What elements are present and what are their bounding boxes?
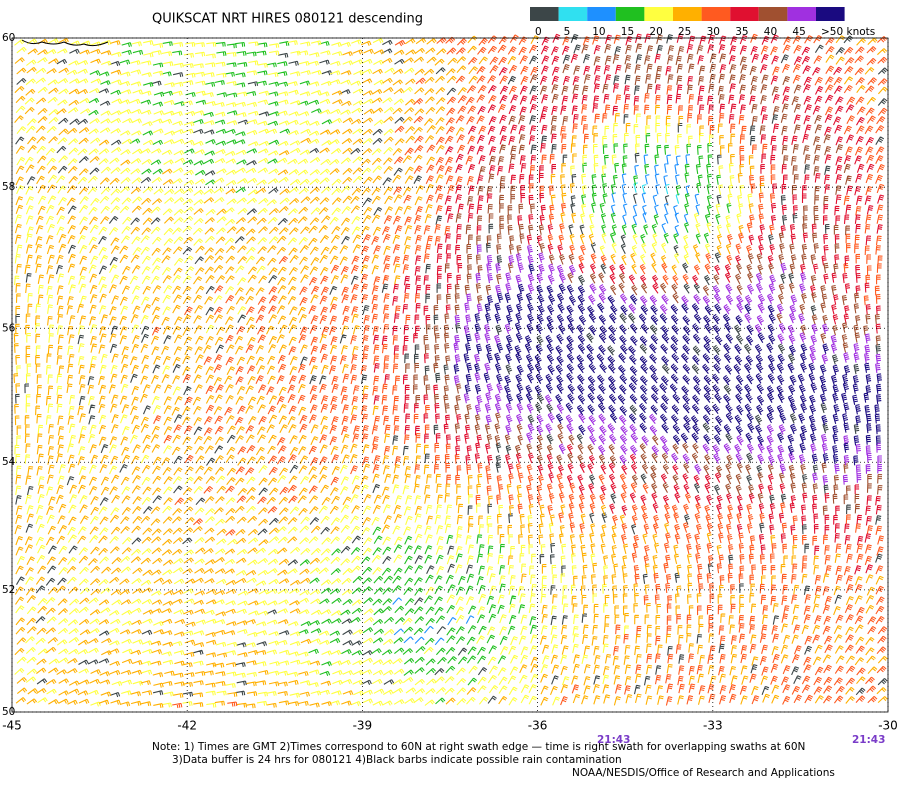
legend-swatch (730, 7, 759, 21)
coastline (21, 39, 109, 47)
lon-tick-label: -30 (878, 719, 898, 733)
lon-tick-label: -36 (528, 719, 548, 733)
lat-tick-label: 52 (2, 584, 15, 596)
legend-label: 0 (535, 26, 542, 38)
legend-swatch (558, 7, 588, 21)
wind-barb-group (15, 33, 888, 704)
lat-tick-label: 60 (2, 32, 15, 44)
legend-swatch (530, 7, 559, 21)
legend-swatch (673, 7, 702, 21)
legend-swatch (644, 7, 673, 21)
note-line: Note: 1) Times are GMT 2)Times correspon… (152, 741, 805, 753)
lat-tick-label: 50 (2, 706, 15, 718)
legend-swatch (787, 7, 816, 21)
legend-label: 10 (592, 26, 605, 38)
legend-label: 40 (764, 26, 777, 38)
note-line: 3)Data buffer is 24 hrs for 080121 4)Bla… (172, 754, 622, 766)
lat-tick-label: 54 (2, 456, 16, 468)
map-title: QUIKSCAT NRT HIRES 080121 descending (152, 12, 423, 27)
legend-swatch (701, 7, 731, 21)
wind-barb-group (151, 33, 888, 709)
wind-barb-group (453, 244, 882, 486)
legend-label: 35 (735, 26, 748, 38)
legend-label: 20 (649, 26, 662, 38)
wind-barb-group (88, 40, 732, 705)
legend-label: 25 (678, 26, 691, 38)
wind-barb-group (373, 33, 885, 575)
legend-label: 30 (707, 26, 720, 38)
wind-barb-group (633, 182, 681, 204)
credit: NOAA/NESDIS/Office of Research and Appli… (572, 767, 835, 779)
wind-barb-group (392, 154, 700, 646)
wind-barb-group (405, 34, 883, 516)
lat-tick-label: 56 (2, 322, 16, 334)
legend-swatch (758, 7, 788, 21)
wind-barbs (13, 33, 888, 709)
legend-label: 15 (621, 26, 634, 38)
lat-tick-label: 58 (2, 181, 15, 193)
lon-tick-label: -45 (2, 719, 22, 733)
wind-barb-group (14, 38, 753, 708)
legend-swatch (816, 7, 845, 21)
legend-label: 45 (792, 26, 805, 38)
legend-label: 5 (564, 26, 571, 38)
swath-time: 21:43 (597, 734, 630, 746)
lon-tick-label: -39 (353, 719, 373, 733)
lon-tick-label: -33 (703, 719, 723, 733)
lon-tick-label: -42 (177, 719, 197, 733)
swath-time: 21:43 (852, 734, 885, 746)
legend-swatch (587, 7, 616, 21)
wind-barb-group (453, 263, 882, 466)
legend-label: >50 knots (821, 26, 875, 38)
legend-swatch (615, 7, 645, 21)
